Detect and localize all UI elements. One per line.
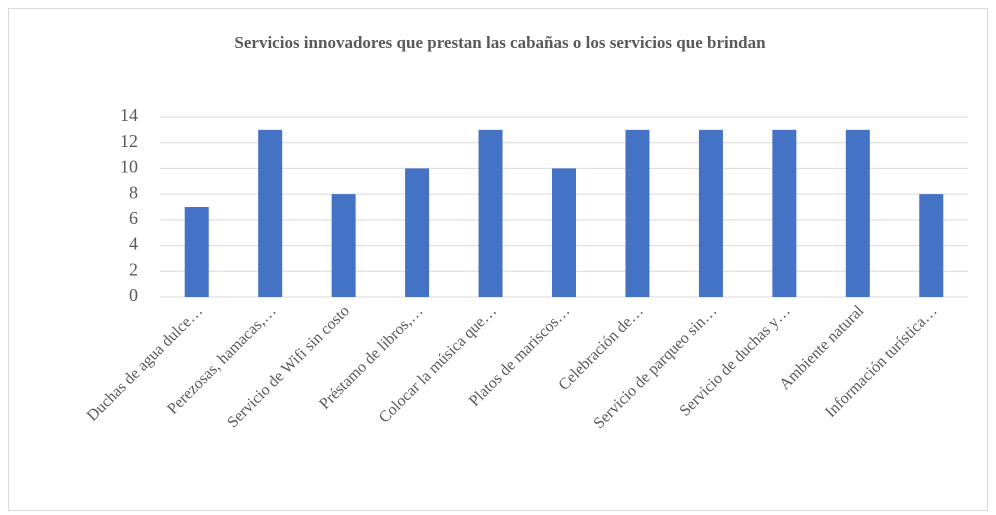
y-tick-label: 2 (129, 259, 138, 279)
bar (184, 207, 209, 297)
y-tick-label: 4 (129, 234, 138, 254)
chart-title: Servicios innovadores que prestan las ca… (234, 33, 766, 52)
y-tick-label: 10 (120, 157, 138, 177)
bar (331, 194, 356, 297)
bar (845, 129, 870, 297)
bar (772, 129, 797, 297)
bar (478, 129, 503, 297)
bar (405, 168, 430, 297)
bar (258, 129, 283, 297)
y-tick-label: 14 (120, 105, 138, 125)
bar (552, 168, 576, 297)
y-tick-label: 6 (129, 208, 138, 228)
y-tick-label: 12 (120, 131, 138, 151)
bar (698, 129, 723, 297)
y-tick-label: 0 (129, 285, 138, 305)
y-tick-label: 8 (129, 182, 138, 202)
bar (625, 129, 650, 297)
bar (919, 194, 944, 297)
